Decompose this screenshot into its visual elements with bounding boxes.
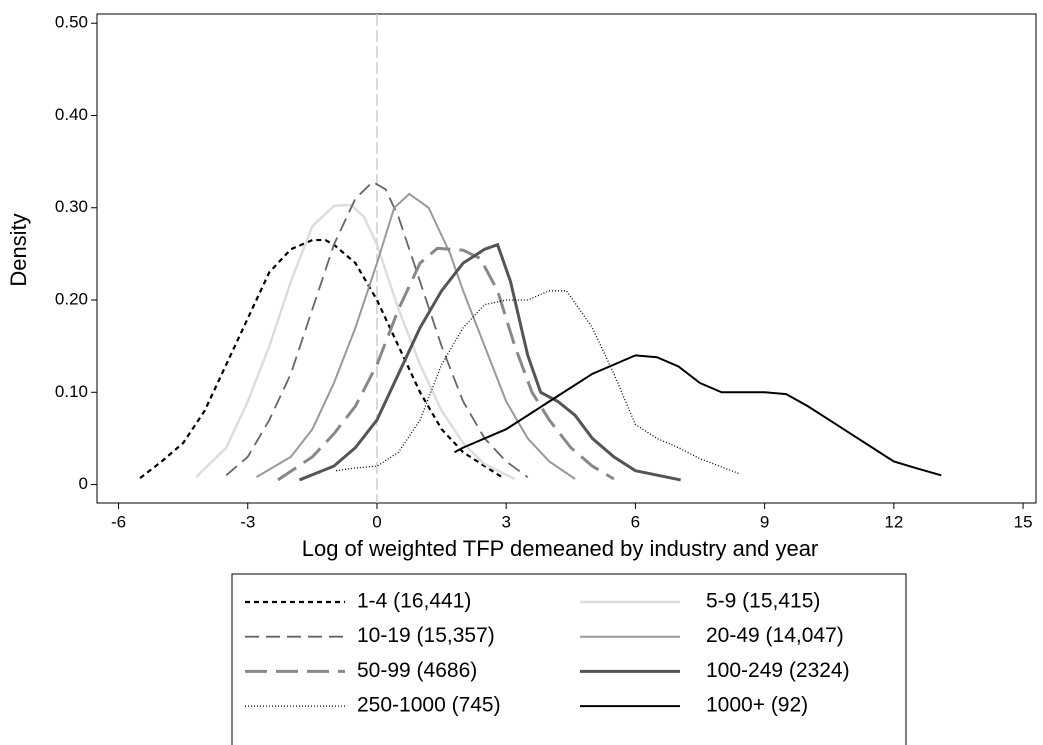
density-line bbox=[335, 290, 740, 475]
legend-label: 1-4 (16,441) bbox=[357, 590, 471, 613]
legend-label: 10-19 (15,357) bbox=[357, 624, 495, 647]
x-tick-label: 15 bbox=[1014, 512, 1033, 531]
x-tick-label: 12 bbox=[884, 512, 903, 531]
density-line bbox=[139, 238, 503, 479]
density-line bbox=[298, 242, 681, 482]
legend-label: 1000+ (92) bbox=[706, 694, 808, 717]
legend-label: 5-9 (15,415) bbox=[706, 590, 820, 613]
legend-label: 50-99 (4686) bbox=[357, 659, 477, 682]
x-tick-label: 0 bbox=[372, 512, 381, 531]
plot-frame bbox=[96, 13, 1037, 504]
x-tick-label: 3 bbox=[501, 512, 510, 531]
density-line bbox=[225, 180, 529, 478]
density-line bbox=[255, 192, 576, 480]
x-tick-label: -3 bbox=[240, 512, 255, 531]
density-line bbox=[277, 246, 615, 482]
y-tick-label: 0.10 bbox=[55, 382, 88, 401]
y-tick-label: 0 bbox=[79, 474, 88, 493]
y-tick-label: 0.50 bbox=[55, 13, 88, 32]
density-line bbox=[454, 354, 942, 477]
x-axis-title: Log of weighted TFP demeaned by industry… bbox=[302, 536, 819, 561]
y-tick-label: 0.40 bbox=[55, 105, 88, 124]
legend-label: 250-1000 (745) bbox=[357, 694, 501, 717]
density-line bbox=[195, 203, 516, 481]
x-tick-label: 6 bbox=[631, 512, 640, 531]
y-axis-title: Density bbox=[6, 213, 31, 286]
y-tick-label: 0.20 bbox=[55, 290, 88, 309]
legend-box bbox=[231, 573, 907, 745]
y-tick-label: 0.30 bbox=[55, 197, 88, 216]
x-tick-label: -6 bbox=[111, 512, 126, 531]
legend-label: 20-49 (14,047) bbox=[706, 624, 844, 647]
legend-label: 100-249 (2324) bbox=[706, 659, 850, 682]
x-tick-label: 9 bbox=[760, 512, 769, 531]
